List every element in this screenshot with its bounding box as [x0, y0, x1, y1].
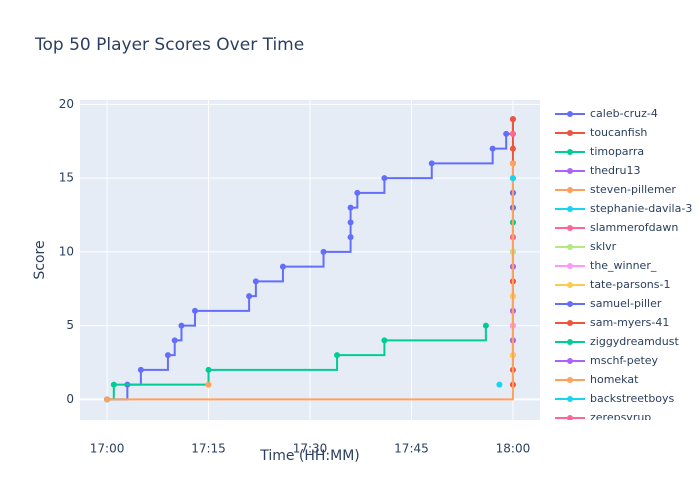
legend-marker — [567, 225, 573, 231]
legend-marker — [567, 320, 573, 326]
legend-marker — [567, 282, 573, 288]
data-point — [509, 145, 516, 152]
data-point — [137, 366, 144, 373]
data-point — [104, 396, 111, 403]
data-point — [354, 189, 361, 196]
legend: caleb-cruz-4 toucanfish timoparra thedru13 s… — [555, 107, 692, 424]
legend-marker — [567, 206, 573, 212]
x-tick-label: 17:30 — [293, 442, 328, 456]
legend-label: tate-parsons-1 — [590, 278, 670, 291]
chart-title: Top 50 Player Scores Over Time — [34, 35, 304, 55]
legend-item[interactable]: caleb-cruz-4 — [555, 107, 658, 120]
legend-label: timoparra — [590, 145, 644, 158]
legend-item[interactable]: the_winner_ — [555, 259, 657, 272]
legend-marker — [567, 187, 573, 193]
data-point — [171, 337, 178, 344]
legend-label: sam-myers-41 — [590, 316, 669, 329]
legend-item[interactable]: homekat — [555, 373, 639, 386]
legend-label: toucanfish — [590, 126, 647, 139]
series-line — [107, 325, 487, 401]
legend-marker — [567, 358, 573, 364]
x-axis-title: Time (HH:MM) — [259, 448, 360, 464]
data-point — [279, 263, 286, 270]
legend-label: caleb-cruz-4 — [590, 107, 658, 120]
legend-marker — [567, 130, 573, 136]
x-tick-label: 17:15 — [191, 442, 226, 456]
legend-label: ziggydreamdust — [590, 335, 679, 348]
y-tick-label: 0 — [66, 392, 74, 406]
data-point — [246, 293, 253, 300]
legend-label: zerepsyrup — [590, 411, 651, 424]
y-tick-label: 5 — [66, 318, 74, 332]
legend-label: stephanie-davila-3 — [590, 202, 692, 215]
data-point — [347, 204, 354, 211]
legend-item[interactable]: steven-pillemer — [555, 183, 676, 196]
data-point — [205, 366, 212, 373]
y-tick-label: 10 — [59, 244, 74, 258]
legend-item[interactable]: toucanfish — [555, 126, 647, 139]
legend-marker — [567, 396, 573, 402]
legend-item[interactable]: sam-myers-41 — [555, 316, 669, 329]
y-tick-label: 20 — [59, 97, 74, 111]
legend-item[interactable]: timoparra — [555, 145, 644, 158]
legend-label: slammerofdawn — [590, 221, 678, 234]
legend-label: homekat — [590, 373, 639, 386]
data-point — [347, 234, 354, 241]
legend-label: samuel-piller — [590, 297, 662, 310]
data-point — [509, 130, 516, 137]
legend-label: steven-pillemer — [590, 183, 676, 196]
data-point — [509, 175, 516, 182]
data-point — [320, 248, 327, 255]
legend-marker — [567, 149, 573, 155]
legend-marker — [567, 244, 573, 250]
data-point — [164, 352, 171, 359]
legend-marker — [567, 263, 573, 269]
data-point — [381, 175, 388, 182]
legend-item[interactable]: slammerofdawn — [555, 221, 678, 234]
legend-item[interactable]: stephanie-davila-3 — [555, 202, 692, 215]
data-point — [178, 322, 185, 329]
x-tick-label: 17:00 — [90, 442, 125, 456]
legend-item[interactable]: tate-parsons-1 — [555, 278, 670, 291]
data-point — [192, 307, 198, 314]
data-point — [347, 219, 354, 226]
legend-marker — [567, 377, 573, 383]
x-tick-label: 18:00 — [496, 442, 531, 456]
legend-item[interactable]: ziggydreamdust — [555, 335, 679, 348]
data-point — [334, 352, 341, 359]
data-point — [381, 337, 388, 344]
legend-label: backstreetboys — [590, 392, 675, 405]
x-tick-label: 17:45 — [394, 442, 429, 456]
legend-label: the_winner_ — [590, 259, 657, 272]
legend-label: mschf-petey — [590, 354, 659, 367]
legend-item[interactable]: zerepsyrup — [555, 411, 651, 424]
legend-item[interactable]: backstreetboys — [555, 392, 675, 405]
y-axis-title: Score — [32, 240, 48, 279]
data-point — [509, 116, 516, 123]
legend-label: thedru13 — [590, 164, 641, 177]
data-point — [489, 145, 496, 152]
data-point — [428, 160, 435, 167]
series-line — [107, 163, 514, 401]
data-point — [509, 160, 516, 167]
legend-marker — [567, 415, 573, 420]
data-point — [110, 381, 117, 388]
data-point — [482, 322, 489, 329]
data-point — [205, 381, 212, 388]
data-point — [503, 130, 510, 137]
legend-marker — [567, 168, 573, 174]
legend-item[interactable]: mschf-petey — [555, 354, 659, 367]
legend-item[interactable]: samuel-piller — [555, 297, 662, 310]
legend-label: sklvr — [590, 240, 617, 253]
data-point — [496, 381, 503, 388]
legend-marker — [567, 339, 573, 345]
legend-item[interactable]: sklvr — [555, 240, 617, 253]
legend-item[interactable]: thedru13 — [555, 164, 641, 177]
data-point — [252, 278, 259, 285]
y-tick-label: 15 — [59, 171, 74, 185]
legend-marker — [567, 301, 573, 307]
legend-marker — [567, 111, 573, 117]
